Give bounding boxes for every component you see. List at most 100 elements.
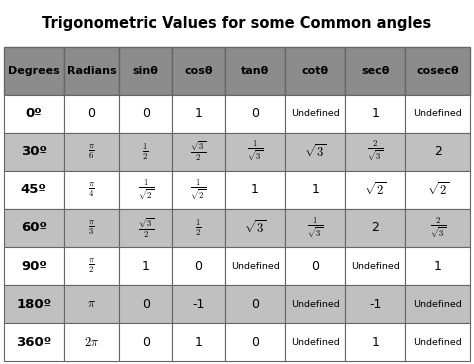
Text: 360º: 360º: [16, 336, 52, 349]
Text: $\frac{2}{\sqrt{3}}$: $\frac{2}{\sqrt{3}}$: [430, 215, 446, 241]
Bar: [285, 285, 345, 323]
Text: Trigonometric Values for some Common angles: Trigonometric Values for some Common ang…: [42, 16, 432, 31]
Bar: [119, 323, 172, 361]
Bar: [64, 323, 119, 361]
Text: $\frac{\pi}{3}$: $\frac{\pi}{3}$: [88, 219, 95, 237]
Text: 0: 0: [142, 107, 150, 120]
Text: 30º: 30º: [21, 145, 47, 158]
Bar: [4, 285, 64, 323]
Bar: [345, 247, 405, 285]
Bar: [64, 95, 119, 133]
Bar: [119, 171, 172, 209]
Text: tanθ: tanθ: [241, 66, 269, 76]
Bar: [225, 95, 285, 133]
Bar: [285, 323, 345, 361]
Bar: [119, 47, 172, 95]
Text: 0º: 0º: [26, 107, 42, 120]
Bar: [405, 209, 470, 247]
Bar: [405, 171, 470, 209]
Text: $\frac{\sqrt{3}}{2}$: $\frac{\sqrt{3}}{2}$: [137, 217, 154, 240]
Text: Degrees: Degrees: [8, 66, 60, 76]
Text: 1: 1: [195, 336, 202, 349]
Bar: [225, 133, 285, 171]
Text: Undefined: Undefined: [291, 109, 339, 118]
Bar: [4, 171, 64, 209]
Text: Undefined: Undefined: [351, 261, 400, 270]
Bar: [4, 209, 64, 247]
Bar: [345, 47, 405, 95]
Text: Undefined: Undefined: [413, 300, 462, 309]
Text: 2: 2: [434, 145, 442, 158]
Text: cosθ: cosθ: [184, 66, 213, 76]
Text: cotθ: cotθ: [301, 66, 328, 76]
Text: 0: 0: [194, 260, 202, 273]
Text: 45º: 45º: [21, 183, 47, 197]
Text: 2: 2: [371, 221, 379, 234]
Bar: [119, 209, 172, 247]
Text: 0: 0: [311, 260, 319, 273]
Text: $\frac{1}{\sqrt{2}}$: $\frac{1}{\sqrt{2}}$: [191, 177, 207, 202]
Text: $2\pi$: $2\pi$: [84, 336, 99, 349]
Text: Undefined: Undefined: [413, 109, 462, 118]
Text: $\sqrt{3}$: $\sqrt{3}$: [244, 219, 266, 236]
Bar: [172, 95, 225, 133]
Bar: [172, 133, 225, 171]
Text: Radians: Radians: [67, 66, 116, 76]
Bar: [64, 47, 119, 95]
Text: 180º: 180º: [16, 297, 51, 310]
Bar: [172, 285, 225, 323]
Bar: [285, 95, 345, 133]
Bar: [172, 47, 225, 95]
Bar: [119, 133, 172, 171]
Bar: [64, 171, 119, 209]
Bar: [405, 95, 470, 133]
Bar: [172, 323, 225, 361]
Text: 0: 0: [251, 336, 259, 349]
Bar: [225, 285, 285, 323]
Text: -1: -1: [192, 297, 205, 310]
Bar: [345, 133, 405, 171]
Bar: [225, 209, 285, 247]
Text: 0: 0: [142, 336, 150, 349]
Bar: [172, 209, 225, 247]
Bar: [345, 209, 405, 247]
Text: 60º: 60º: [21, 221, 47, 234]
Text: cosecθ: cosecθ: [417, 66, 459, 76]
Text: Undefined: Undefined: [413, 337, 462, 347]
Bar: [119, 247, 172, 285]
Text: 0: 0: [88, 107, 96, 120]
Text: $\frac{1}{2}$: $\frac{1}{2}$: [143, 142, 149, 162]
Text: Undefined: Undefined: [231, 261, 279, 270]
Text: $\frac{1}{2}$: $\frac{1}{2}$: [195, 218, 202, 238]
Text: 1: 1: [434, 260, 442, 273]
Bar: [172, 247, 225, 285]
Bar: [225, 323, 285, 361]
Text: 1: 1: [251, 183, 259, 197]
Text: 1: 1: [195, 107, 202, 120]
Text: 0: 0: [142, 297, 150, 310]
Text: $\sqrt{2}$: $\sqrt{2}$: [364, 182, 386, 198]
Text: 1: 1: [142, 260, 150, 273]
Text: $\sqrt{2}$: $\sqrt{2}$: [427, 182, 449, 198]
Bar: [4, 47, 64, 95]
Bar: [64, 133, 119, 171]
Text: secθ: secθ: [361, 66, 390, 76]
Bar: [119, 95, 172, 133]
Text: $\frac{1}{\sqrt{2}}$: $\frac{1}{\sqrt{2}}$: [137, 177, 154, 202]
Bar: [345, 95, 405, 133]
Bar: [405, 133, 470, 171]
Text: 0: 0: [251, 107, 259, 120]
Bar: [64, 247, 119, 285]
Text: 90º: 90º: [21, 260, 47, 273]
Bar: [4, 247, 64, 285]
Bar: [405, 323, 470, 361]
Text: Undefined: Undefined: [291, 337, 339, 347]
Text: $\frac{\pi}{2}$: $\frac{\pi}{2}$: [88, 257, 95, 275]
Bar: [405, 285, 470, 323]
Bar: [345, 285, 405, 323]
Bar: [285, 171, 345, 209]
Bar: [285, 247, 345, 285]
Bar: [119, 285, 172, 323]
Text: Undefined: Undefined: [291, 300, 339, 309]
Bar: [285, 209, 345, 247]
